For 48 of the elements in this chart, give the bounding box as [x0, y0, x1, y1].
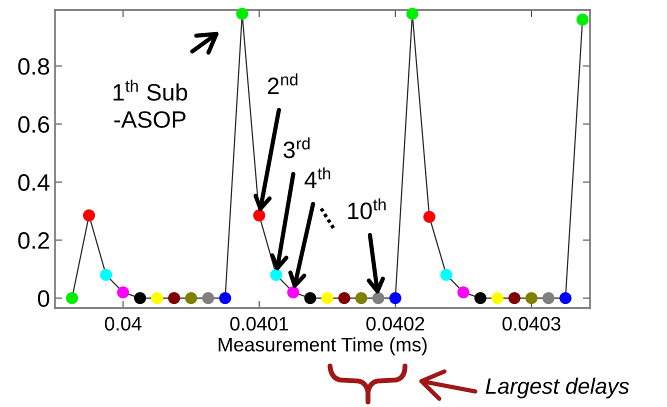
annotation: 10$^{th}$ — [348, 198, 386, 220]
annotation: 2$^{nd}$ — [268, 73, 298, 94]
point — [338, 292, 350, 304]
point — [559, 292, 572, 304]
point — [219, 292, 232, 304]
annotation: .... — [320, 208, 335, 229]
point — [440, 268, 452, 281]
point — [491, 292, 504, 304]
point — [287, 286, 300, 298]
point — [525, 292, 538, 304]
y-tick-label: 0.4 — [18, 174, 50, 191]
y-tick-label: 0 — [38, 290, 50, 307]
x-tick-label: 0.0401 — [230, 316, 288, 331]
point — [100, 268, 112, 281]
point — [270, 268, 282, 281]
annotation: 3$^{rd}$ — [283, 137, 310, 158]
annotation: 4$^{th}$ — [304, 167, 330, 188]
point — [457, 286, 470, 298]
x-axis-title: Measurement Time (ms) — [218, 337, 427, 356]
point — [406, 8, 418, 20]
point — [253, 209, 266, 222]
point — [423, 210, 436, 223]
point — [151, 292, 164, 304]
point — [508, 292, 520, 304]
point — [372, 292, 384, 304]
point — [117, 286, 130, 298]
point — [304, 292, 316, 304]
point — [474, 292, 486, 304]
point — [83, 209, 96, 222]
point — [66, 292, 78, 304]
point — [389, 292, 402, 304]
y-tick-label: 0.8 — [18, 58, 50, 75]
point — [542, 292, 554, 304]
point — [236, 8, 248, 20]
point — [168, 292, 180, 304]
x-tick-label: 0.0403 — [502, 316, 560, 331]
point — [185, 292, 198, 304]
point — [576, 14, 589, 26]
point — [134, 292, 146, 304]
point — [202, 292, 214, 304]
point — [321, 292, 334, 304]
y-tick-label: 0.6 — [18, 116, 50, 133]
y-tick-label: 0.2 — [18, 232, 49, 249]
annotation: 1$^{th}$ Sub -ASOP — [114, 80, 188, 128]
x-tick-label: 0.04 — [104, 316, 142, 331]
point — [355, 292, 368, 304]
x-tick-label: 0.0402 — [366, 316, 424, 331]
text: Largest delays — [486, 378, 630, 398]
